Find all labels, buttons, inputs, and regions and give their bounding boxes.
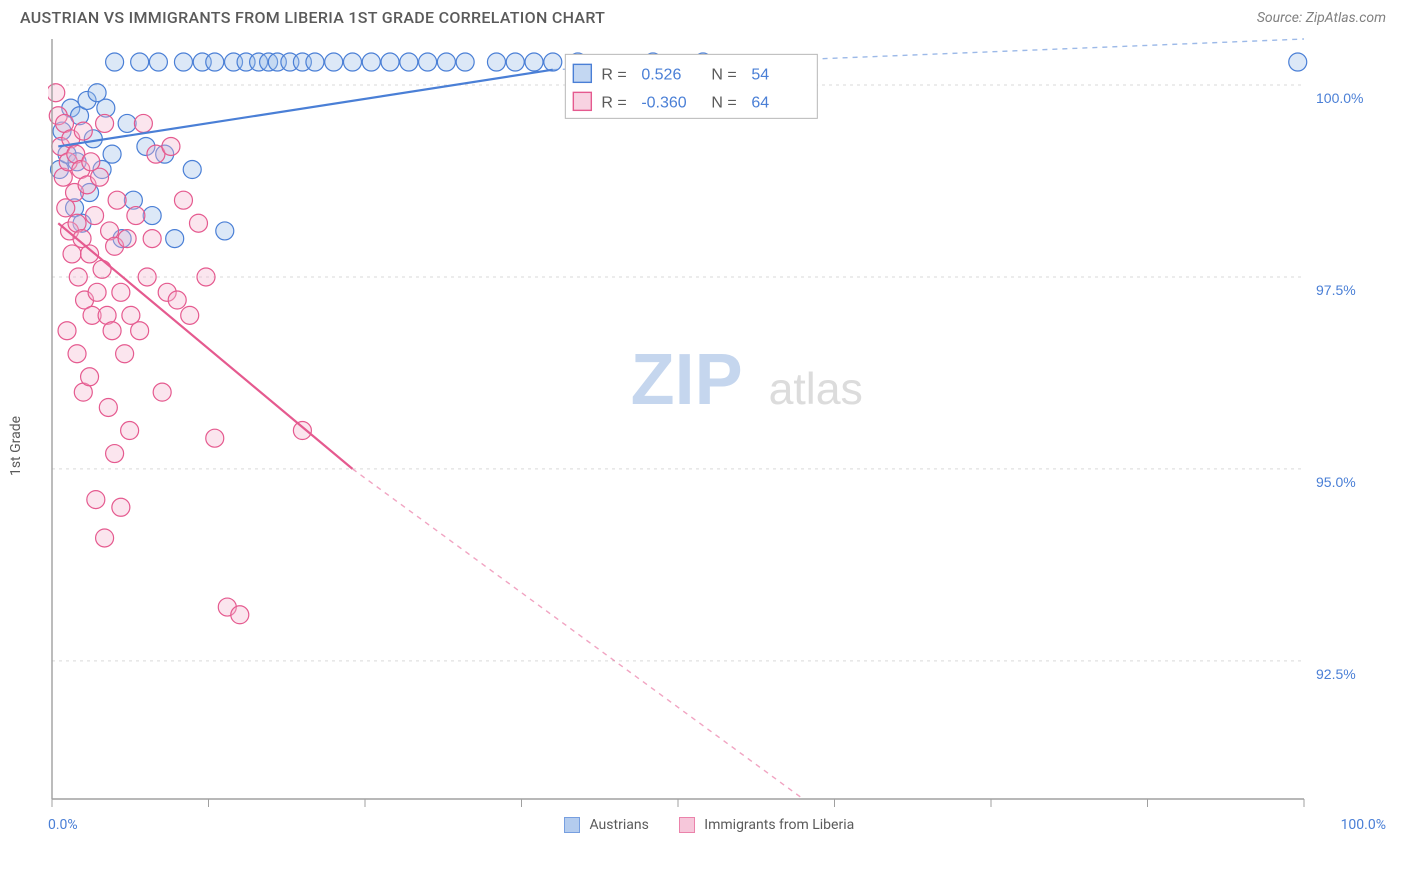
svg-text:R =: R = <box>601 94 626 111</box>
svg-text:atlas: atlas <box>769 365 863 414</box>
svg-text:54: 54 <box>751 66 769 83</box>
chart-source: Source: ZipAtlas.com <box>1257 10 1386 26</box>
chart-title: AUSTRIAN VS IMMIGRANTS FROM LIBERIA 1ST … <box>20 8 605 27</box>
chart-header: AUSTRIAN VS IMMIGRANTS FROM LIBERIA 1ST … <box>0 0 1406 33</box>
svg-text:N =: N = <box>711 66 736 83</box>
svg-text:92.5%: 92.5% <box>1316 666 1356 682</box>
legend-label-austrians: Austrians <box>590 817 649 833</box>
chart-svg: 92.5% 95.0% 97.5% 100.0% ZIP atlas R = 0.526 N =… <box>48 35 1374 813</box>
svg-text:ZIP: ZIP <box>631 340 743 420</box>
legend-item-austrians: Austrians <box>564 817 649 833</box>
svg-text:0.526: 0.526 <box>641 66 681 83</box>
svg-text:97.5%: 97.5% <box>1316 282 1356 298</box>
svg-text:R =: R = <box>601 66 626 83</box>
legend-swatch-liberia <box>679 817 695 833</box>
bottom-legend: Austrians Immigrants from Liberia <box>564 817 854 833</box>
legend-item-liberia: Immigrants from Liberia <box>679 817 854 833</box>
svg-text:95.0%: 95.0% <box>1316 474 1356 490</box>
legend-swatch-austrians <box>564 817 580 833</box>
x-axis-max: 100.0% <box>1341 817 1386 833</box>
svg-text:100.0%: 100.0% <box>1316 90 1363 106</box>
y-axis-label: 1st Grade <box>8 416 24 476</box>
svg-text:N =: N = <box>711 94 736 111</box>
x-axis-min: 0.0% <box>48 817 78 833</box>
svg-text:64: 64 <box>751 94 769 111</box>
svg-text:-0.360: -0.360 <box>641 94 686 111</box>
legend-label-liberia: Immigrants from Liberia <box>704 817 854 833</box>
x-axis-row: 0.0% Austrians Immigrants from Liberia 1… <box>48 817 1386 833</box>
chart-plot-area: 92.5% 95.0% 97.5% 100.0% ZIP atlas R = 0.526 N =… <box>48 35 1386 813</box>
